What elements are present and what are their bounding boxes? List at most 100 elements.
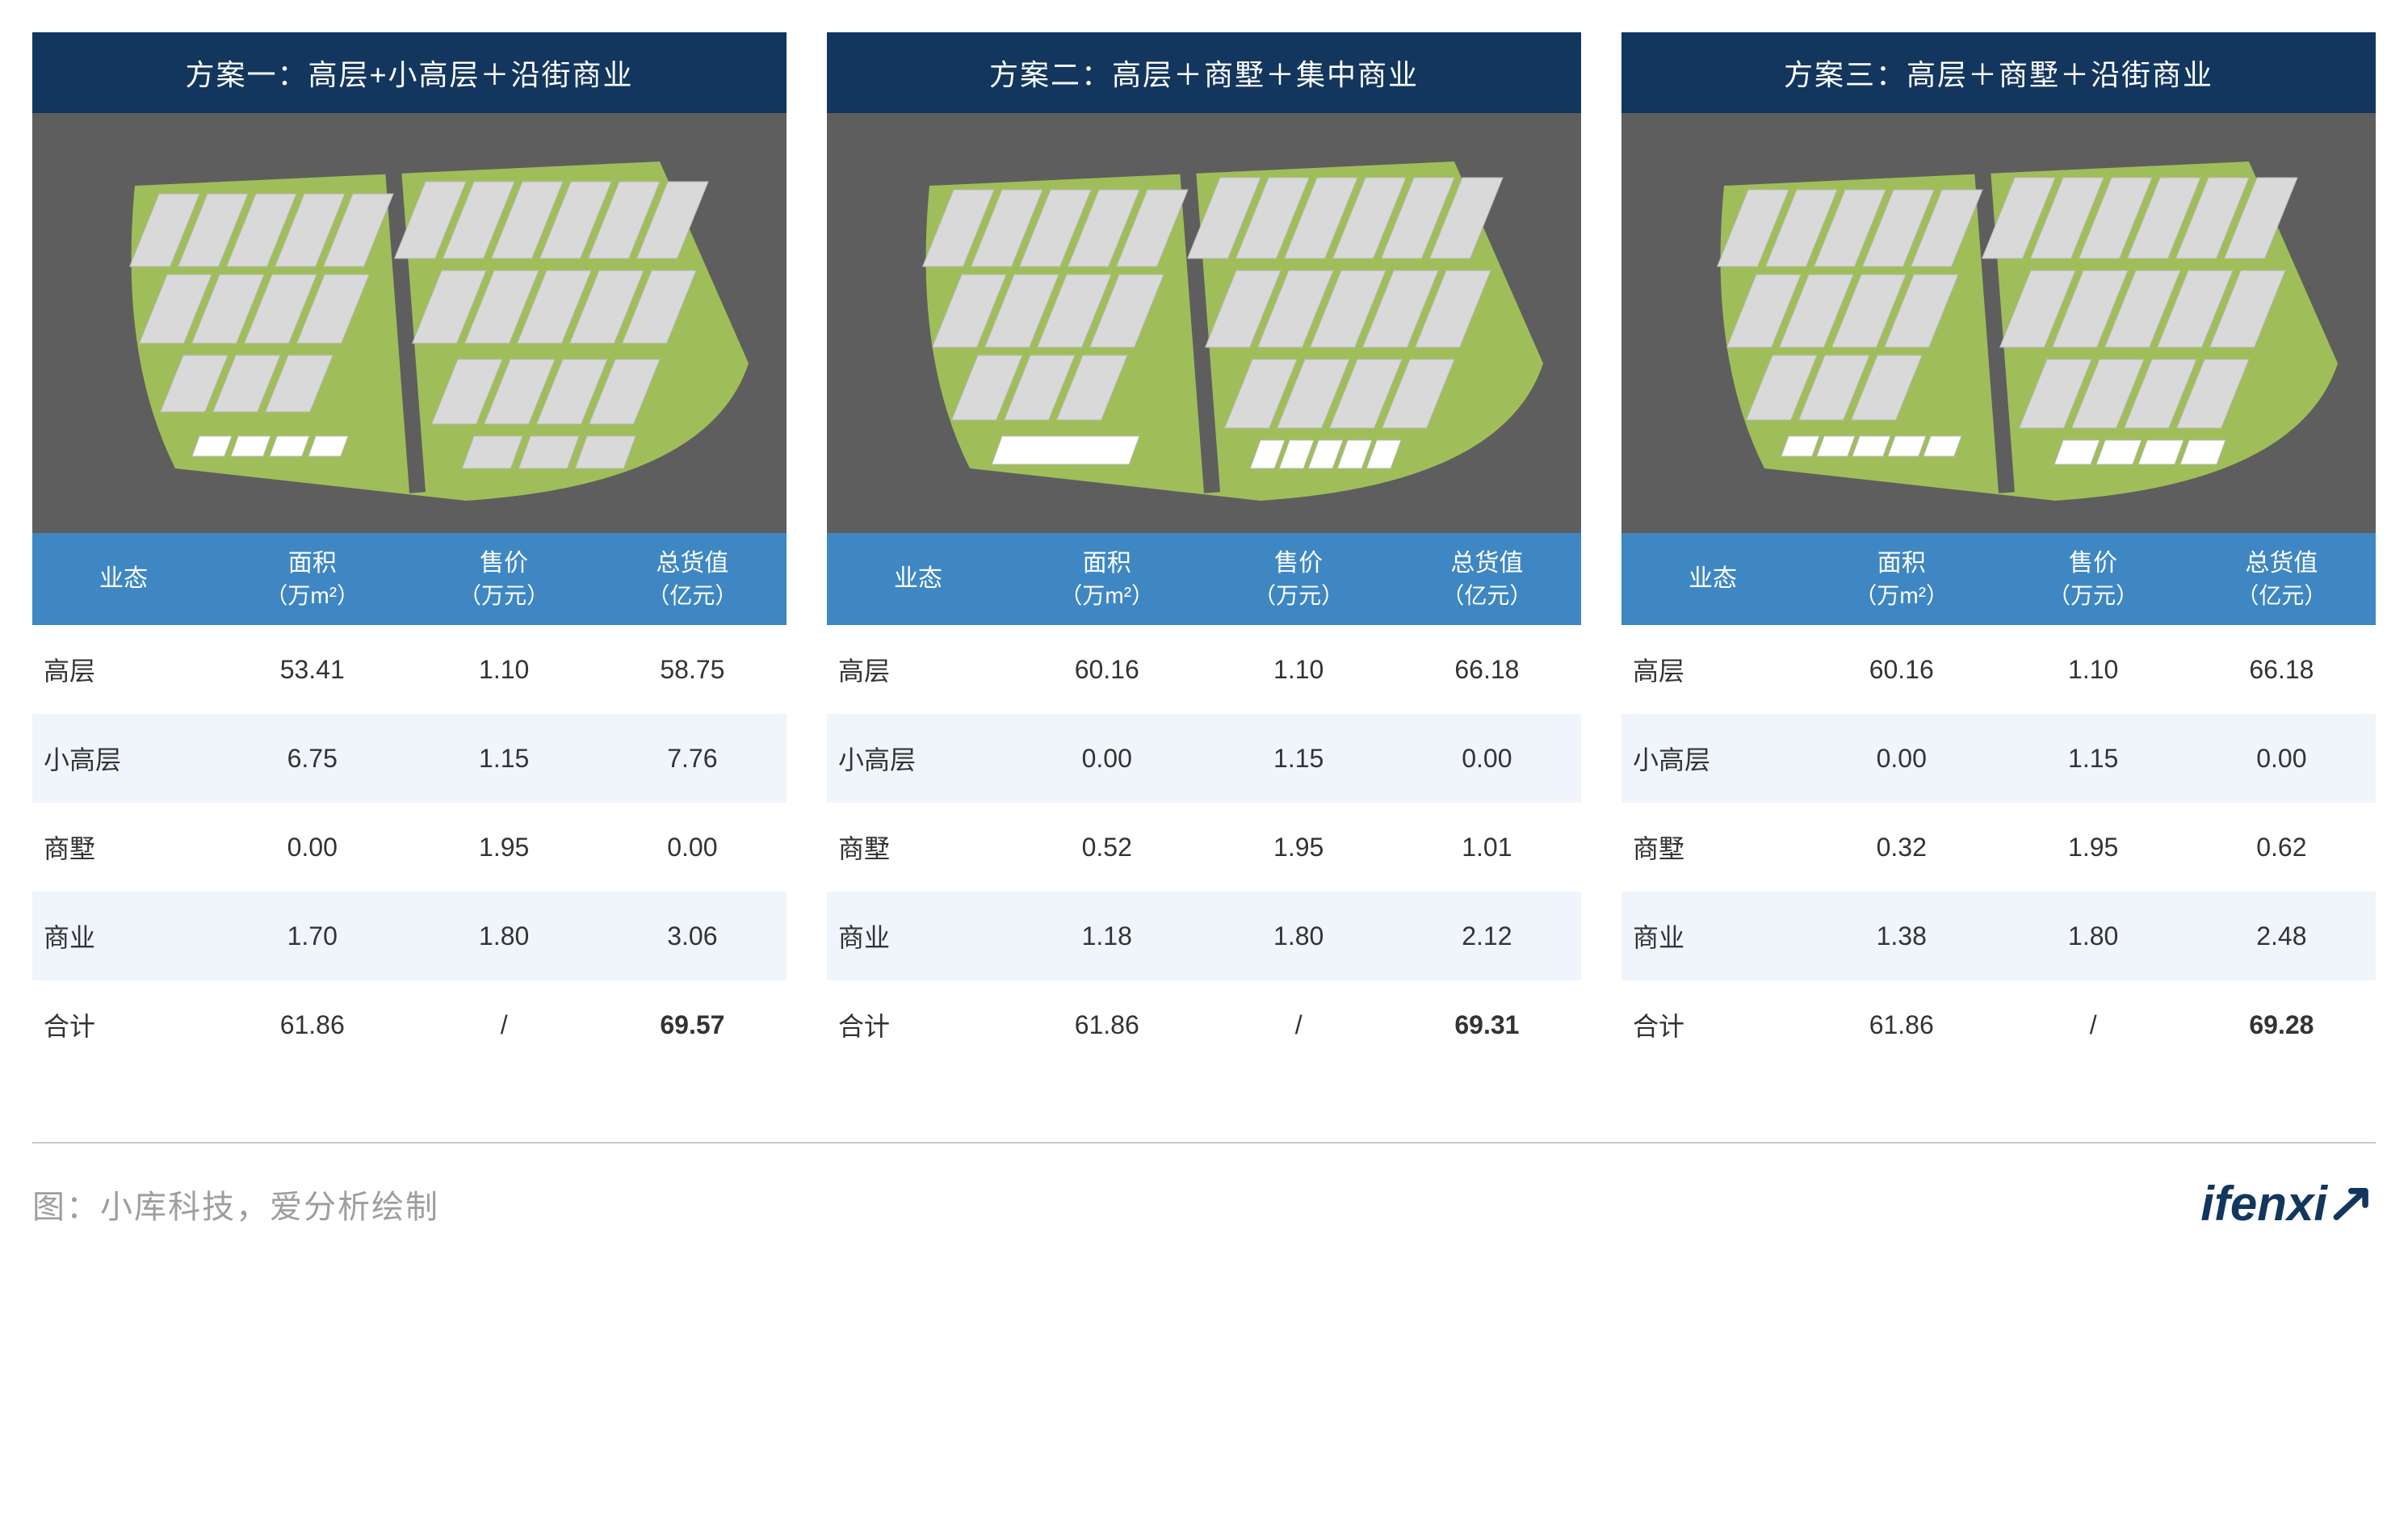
plan-table-3: 业态 面积 （万m²） 售价（万元） 总货值 （亿元） 高层60.161.1066.… — [1621, 533, 2376, 1069]
cell-value: 58.75 — [598, 625, 787, 714]
plans-row: 方案一：高层+小高层＋沿街商业 — [32, 32, 2376, 1069]
th-value-l1: 总货值 — [2245, 550, 2318, 577]
cell-price: 1.80 — [1999, 892, 2188, 980]
cell-area: 61.86 — [1804, 980, 1999, 1069]
th-area-l1: 面积 — [288, 550, 337, 577]
cell-area: 0.32 — [1804, 803, 1999, 892]
table-row: 商业1.701.803.06 — [32, 892, 787, 980]
plan-table-2: 业态 面积（万m²） 售价（万元） 总货值（亿元） 高层60.161.1066.… — [827, 533, 1581, 1069]
cell-price: 1.15 — [1205, 714, 1393, 803]
cell-type: 高层 — [1621, 625, 1804, 714]
footer-caption: 图：小库科技，爱分析绘制 — [32, 1181, 439, 1228]
cell-type: 商墅 — [32, 803, 215, 892]
cell-value: 0.00 — [2188, 714, 2376, 803]
plan-image-3 — [1621, 113, 2376, 533]
cell-value: 0.00 — [1393, 714, 1581, 803]
cell-value: 0.00 — [598, 803, 787, 892]
th-price: 售价（万元） — [1205, 533, 1393, 625]
cell-price: 1.95 — [410, 803, 598, 892]
th-area-l1: 面积 — [1083, 550, 1131, 577]
table-row: 商业1.181.802.12 — [827, 892, 1581, 980]
cell-price: 1.10 — [1205, 625, 1393, 714]
cell-value-total: 69.31 — [1393, 980, 1581, 1069]
cell-area: 1.18 — [1009, 892, 1205, 980]
table-row: 商墅0.521.951.01 — [827, 803, 1581, 892]
cell-area: 6.75 — [215, 714, 410, 803]
table-row-total: 合计61.86/69.31 — [827, 980, 1581, 1069]
table-row: 商墅0.001.950.00 — [32, 803, 787, 892]
th-area-l2: （万m²） — [221, 581, 404, 611]
cell-area: 1.38 — [1804, 892, 1999, 980]
cell-price: 1.80 — [1205, 892, 1393, 980]
cell-price: / — [1999, 980, 2188, 1069]
th-value-l1: 总货值 — [1450, 550, 1523, 577]
cell-value: 66.18 — [2188, 625, 2376, 714]
th-price-l2: （万元） — [2006, 581, 2181, 611]
th-area: 面积（万m²） — [1009, 533, 1205, 625]
cell-area: 60.16 — [1804, 625, 1999, 714]
th-price: 售价（万元） — [1999, 533, 2188, 625]
cell-value: 2.12 — [1393, 892, 1581, 980]
th-price-l1: 售价 — [1274, 550, 1323, 577]
plan-card-1: 方案一：高层+小高层＋沿街商业 — [32, 32, 787, 1069]
cell-type: 合计 — [32, 980, 215, 1069]
table-row-total: 合计61.86/69.28 — [1621, 980, 2376, 1069]
table-row: 小高层0.001.150.00 — [1621, 714, 2376, 803]
cell-area: 1.70 — [215, 892, 410, 980]
th-type: 业态 — [1621, 533, 1804, 625]
table-row: 小高层0.001.150.00 — [827, 714, 1581, 803]
cell-area: 0.52 — [1009, 803, 1205, 892]
plan-image-2 — [827, 113, 1581, 533]
cell-type: 小高层 — [827, 714, 1009, 803]
cell-value: 0.62 — [2188, 803, 2376, 892]
table-row: 商墅0.321.950.62 — [1621, 803, 2376, 892]
siteplan-svg-2 — [827, 113, 1581, 533]
th-value: 总货值（亿元） — [598, 533, 787, 625]
th-price-l2: （万元） — [417, 581, 592, 611]
cell-area: 61.86 — [215, 980, 410, 1069]
footer: 图：小库科技，爱分析绘制 ifenxi — [32, 1142, 2376, 1232]
cell-price: 1.10 — [410, 625, 598, 714]
cell-value: 66.18 — [1393, 625, 1581, 714]
cell-area: 0.00 — [1804, 714, 1999, 803]
th-area-l1: 面积 — [1877, 550, 1926, 577]
cell-area: 61.86 — [1009, 980, 1205, 1069]
th-area: 面积 （万m²） — [1804, 533, 1999, 625]
cell-area: 0.00 — [215, 803, 410, 892]
cell-type: 商业 — [1621, 892, 1804, 980]
cell-value: 2.48 — [2188, 892, 2376, 980]
cell-type: 商墅 — [827, 803, 1009, 892]
logo-text: ifenxi — [2200, 1176, 2327, 1232]
th-value: 总货值 （亿元） — [2188, 533, 2376, 625]
table-header-row: 业态 面积（万m²） 售价（万元） 总货值 （亿元） — [827, 533, 1581, 625]
th-price: 售价 （万元） — [410, 533, 598, 625]
cell-type: 小高层 — [1621, 714, 1804, 803]
plan-card-3: 方案三：高层＋商墅＋沿街商业 — [1621, 32, 2376, 1069]
cell-price: 1.15 — [1999, 714, 2188, 803]
plan-title-1: 方案一：高层+小高层＋沿街商业 — [32, 32, 787, 113]
th-value-l2: （亿元） — [1399, 581, 1575, 611]
plan-title-3: 方案三：高层＋商墅＋沿街商业 — [1621, 32, 2376, 113]
th-area: 面积 （万m²） — [215, 533, 410, 625]
logo-arrow-icon — [2332, 1182, 2376, 1226]
th-type: 业态 — [32, 533, 215, 625]
cell-price: 1.95 — [1999, 803, 2188, 892]
cell-type: 商业 — [827, 892, 1009, 980]
cell-price: 1.10 — [1999, 625, 2188, 714]
cell-type: 高层 — [827, 625, 1009, 714]
th-area-l2: （万m²） — [1810, 581, 1993, 611]
cell-type: 高层 — [32, 625, 215, 714]
cell-value-total: 69.57 — [598, 980, 787, 1069]
cell-type: 商业 — [32, 892, 215, 980]
plan-card-2: 方案二：高层＋商墅＋集中商业 — [827, 32, 1581, 1069]
siteplan-svg-1 — [32, 113, 787, 533]
th-value-l2: （亿元） — [2194, 581, 2369, 611]
th-price-l1: 售价 — [480, 550, 528, 577]
cell-value: 7.76 — [598, 714, 787, 803]
cell-type: 商墅 — [1621, 803, 1804, 892]
plan-image-1 — [32, 113, 787, 533]
table-header-row: 业态 面积 （万m²） 售价 （万元） 总货值（亿元） — [32, 533, 787, 625]
th-type: 业态 — [827, 533, 1009, 625]
table-header-row: 业态 面积 （万m²） 售价（万元） 总货值 （亿元） — [1621, 533, 2376, 625]
plan-table-1: 业态 面积（万m²） 售价（万元） 总货值（亿元） 高层53.411.1058.… — [32, 533, 787, 1069]
